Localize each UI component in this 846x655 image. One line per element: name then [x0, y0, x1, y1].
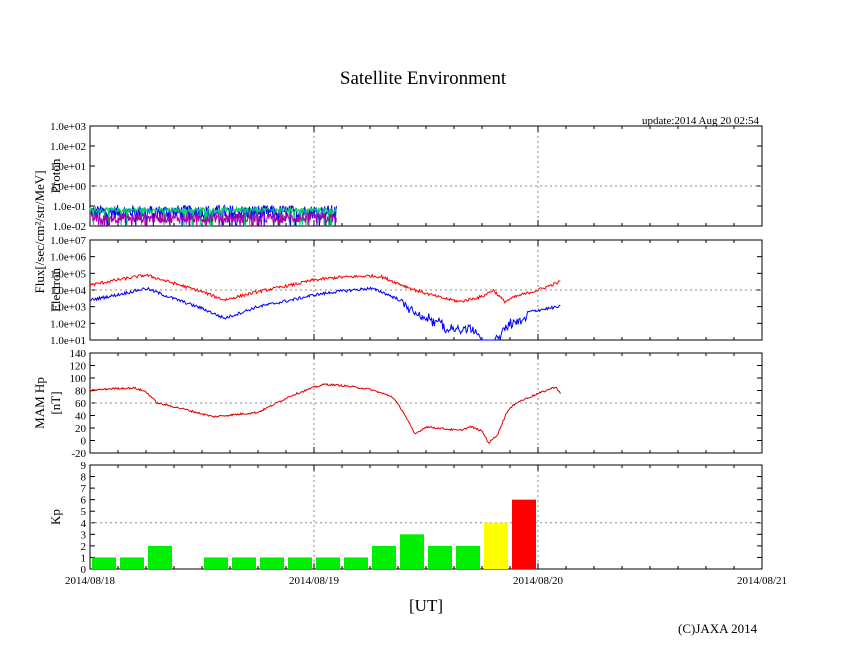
kp-ytick-label: 7 [81, 483, 87, 495]
proton-ytick-label: 1.0e+00 [50, 181, 86, 193]
kp-ytick-label: 4 [81, 518, 87, 530]
kp-ytick-label: 3 [81, 529, 87, 541]
proton-axis-label: Proton [48, 158, 63, 193]
kp-bar [232, 557, 256, 569]
x-tick-label: 2014/08/21 [737, 575, 787, 587]
kp-bar [372, 545, 396, 569]
kp-bar [204, 557, 228, 569]
x-tick-label: 2014/08/19 [289, 575, 340, 587]
electron-ytick-label: 1.0e+03 [50, 302, 86, 314]
electron-ytick-label: 1.0e+06 [50, 252, 86, 264]
electron-ytick-label: 1.0e+07 [50, 235, 86, 247]
kp-bar [148, 545, 172, 569]
kp-bar [92, 557, 116, 569]
kp-bar [344, 557, 368, 569]
mam-hp-ytick-label: 100 [70, 373, 87, 385]
electron-ytick-label: 1.0e+05 [50, 268, 86, 280]
update-timestamp: update:2014 Aug 20 02:54 [642, 115, 760, 127]
kp-ytick-label: 1 [81, 552, 87, 564]
kp-ytick-label: 0 [81, 564, 87, 576]
x-tick-label: 2014/08/18 [65, 575, 116, 587]
kp-bar [512, 499, 536, 569]
proton-ytick-label: 1.0e-01 [53, 201, 86, 213]
kp-bar [484, 522, 508, 569]
proton-ytick-label: 1.0e+03 [50, 121, 86, 133]
kp-ytick-label: 5 [81, 506, 87, 518]
kp-bar [456, 545, 480, 569]
electron-ytick-label: 1.0e+01 [50, 335, 86, 347]
kp-ytick-label: 9 [81, 460, 87, 472]
kp-axis-label: Kp [48, 509, 63, 525]
flux-units-label: Flux[/sec/cm²/str/MeV] [32, 170, 47, 293]
mam-hp-ytick-label: 120 [70, 361, 87, 373]
proton-ytick-label: 1.0e+02 [50, 141, 86, 153]
mam-hp-ytick-label: 20 [75, 423, 87, 435]
mam-hp-ytick-label: -20 [71, 448, 86, 460]
kp-bar [260, 557, 284, 569]
mam-hp-ytick-label: 60 [75, 398, 87, 410]
copyright: (C)JAXA 2014 [678, 621, 758, 636]
kp-frame [89, 464, 763, 570]
x-tick-label: 2014/08/20 [513, 575, 564, 587]
kp-bar [400, 534, 424, 569]
electron-axis-label: Electron [48, 267, 63, 312]
x-axis-label: [UT] [409, 596, 443, 615]
kp-ytick-label: 8 [81, 472, 87, 484]
mam-hp-ytick-label: 0 [81, 436, 87, 448]
mam-hp-ytick-label: 140 [70, 348, 87, 360]
mam-hp-ytick-label: 40 [75, 411, 87, 423]
proton-green-line [89, 205, 337, 227]
electron-blue-line [89, 286, 561, 341]
electron-ytick-label: 1.0e+04 [50, 285, 86, 297]
proton-ytick-label: 1.0e-02 [53, 221, 86, 233]
nt-unit-label: [nT] [48, 391, 63, 414]
hp-line [89, 383, 561, 444]
kp-bar [120, 557, 144, 569]
proton-purple-line [89, 211, 337, 227]
electron-red-line [89, 273, 561, 305]
chart-title: Satellite Environment [339, 68, 507, 89]
mam-hp-ytick-label: 80 [75, 386, 87, 398]
proton-ytick-label: 1.0e+01 [50, 161, 86, 173]
kp-bar [316, 557, 340, 569]
mam-hp-axis-label: MAM Hp [32, 377, 47, 429]
kp-ytick-label: 6 [81, 495, 87, 507]
kp-ytick-label: 2 [81, 541, 87, 553]
kp-bar [428, 545, 452, 569]
electron-ytick-label: 1.0e+02 [50, 318, 86, 330]
kp-bar [288, 557, 312, 569]
